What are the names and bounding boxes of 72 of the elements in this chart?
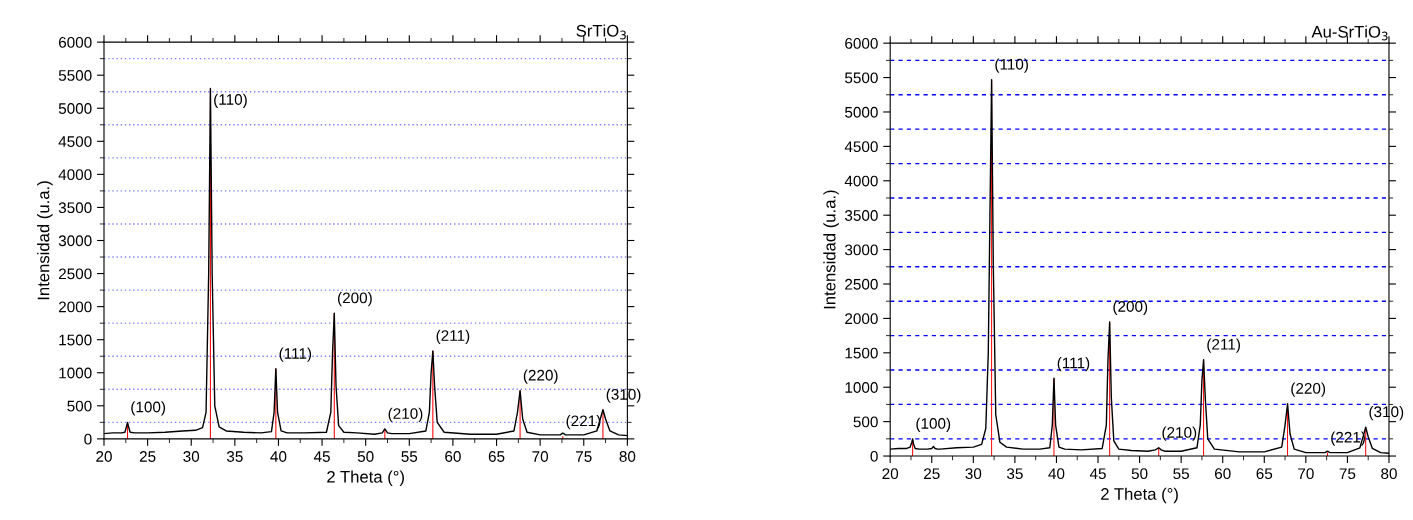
annotation: (110)	[995, 58, 1028, 73]
x-tick-label: 65	[1256, 468, 1273, 480]
y-tick-label: 6000	[58, 36, 92, 48]
x-axis-title: 2 Theta (°)	[327, 470, 404, 487]
x-tick-label: 70	[532, 451, 549, 462]
x-tick-label: 25	[139, 451, 156, 462]
chart-title: Au-SrTiO$_{3}$	[1311, 25, 1388, 41]
annotation: (111)	[279, 347, 312, 362]
y-tick-label: 0	[84, 433, 92, 445]
x-tick-label: 40	[270, 451, 287, 462]
x-tick-label: 35	[1006, 468, 1023, 480]
y-tick-label: 1000	[845, 382, 878, 393]
y-tick-label: 2500	[845, 278, 878, 290]
annotation: (100)	[916, 417, 951, 432]
annotation: (211)	[1207, 338, 1240, 353]
x-tick-label: 70	[1298, 468, 1314, 480]
x-tick-label: 20	[96, 451, 112, 462]
x-tick-label: 30	[965, 468, 982, 480]
y-tick-label: 1500	[845, 347, 878, 359]
annotation: (210)	[1162, 426, 1197, 441]
x-tick-label: 25	[924, 468, 940, 480]
annotation: (200)	[338, 292, 372, 307]
x-tick-label: 60	[445, 451, 461, 462]
y-tick-label: 2500	[58, 268, 92, 280]
x-tick-label: 60	[1215, 468, 1231, 480]
x-tick-label: 80	[619, 451, 636, 462]
y-tick-label: 0	[870, 450, 878, 462]
annotation: (220)	[523, 369, 558, 384]
x-tick-label: 45	[1089, 468, 1106, 480]
y-tick-label: 4000	[844, 175, 878, 187]
x-tick-label: 55	[401, 451, 418, 462]
y-tick-label: 3500	[844, 210, 878, 221]
x-tick-label: 50	[1131, 468, 1148, 480]
annotation: (100)	[131, 401, 166, 416]
annotation: (200)	[1113, 300, 1148, 315]
x-tick-label: 45	[313, 451, 330, 462]
annotation: (111)	[1057, 357, 1090, 372]
x-tick-label: 35	[226, 451, 243, 462]
y-tick-label: 2000	[58, 301, 92, 313]
x-tick-label: 75	[576, 451, 592, 462]
y-tick-label: 3000	[58, 235, 92, 247]
y-tick-label: 1500	[59, 334, 92, 346]
y-tick-label: 1000	[59, 367, 92, 379]
y-tick-label: 3500	[58, 202, 92, 214]
y-tick-label: 5000	[58, 103, 92, 114]
x-tick-label: 40	[1048, 468, 1065, 480]
y-tick-label: 5500	[845, 72, 878, 84]
chart-title: SrTiO$_{3}$	[576, 24, 626, 40]
annotation: (210)	[388, 407, 423, 423]
y-axis-title: Intensidad (u.a.)	[823, 190, 839, 309]
x-tick-label: 50	[357, 451, 374, 462]
x-axis-title: 2 Theta (°)	[1101, 487, 1178, 504]
y-tick-label: 5000	[845, 106, 878, 118]
y-tick-label: 4000	[58, 169, 92, 181]
x-tick-label: 75	[1339, 468, 1356, 480]
x-tick-label: 80	[1381, 468, 1397, 480]
x-tick-label: 65	[488, 451, 505, 462]
y-tick-label: 500	[67, 400, 92, 412]
y-tick-label: 500	[853, 416, 878, 428]
y-tick-label: 4500	[844, 141, 878, 153]
x-tick-label: 30	[183, 451, 200, 462]
y-tick-label: 4500	[58, 136, 92, 147]
y-tick-label: 6000	[845, 38, 878, 49]
annotation: (211)	[436, 329, 470, 344]
y-axis-title: Intensidad (u.a.)	[37, 181, 53, 300]
annotation: (110)	[214, 93, 247, 108]
y-tick-label: 3000	[844, 244, 878, 256]
annotation: (220)	[1291, 382, 1326, 397]
y-tick-label: 5500	[58, 70, 92, 81]
y-tick-label: 2000	[845, 313, 878, 325]
x-tick-label: 55	[1173, 468, 1190, 480]
x-tick-label: 20	[882, 468, 899, 480]
